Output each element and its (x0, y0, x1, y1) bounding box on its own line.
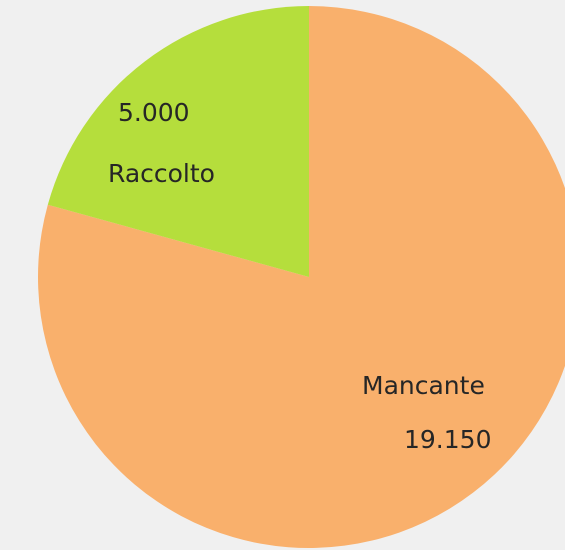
data-label-category-raccolto: Raccolto (108, 159, 215, 188)
data-label-value-raccolto: 5.000 (118, 98, 190, 127)
data-label-value-mancante: 19.150 (404, 425, 492, 454)
pie-slice-mancante (38, 6, 565, 548)
data-label-category-mancante: Mancante (362, 371, 485, 400)
pie-slice-raccolto (47, 6, 309, 277)
